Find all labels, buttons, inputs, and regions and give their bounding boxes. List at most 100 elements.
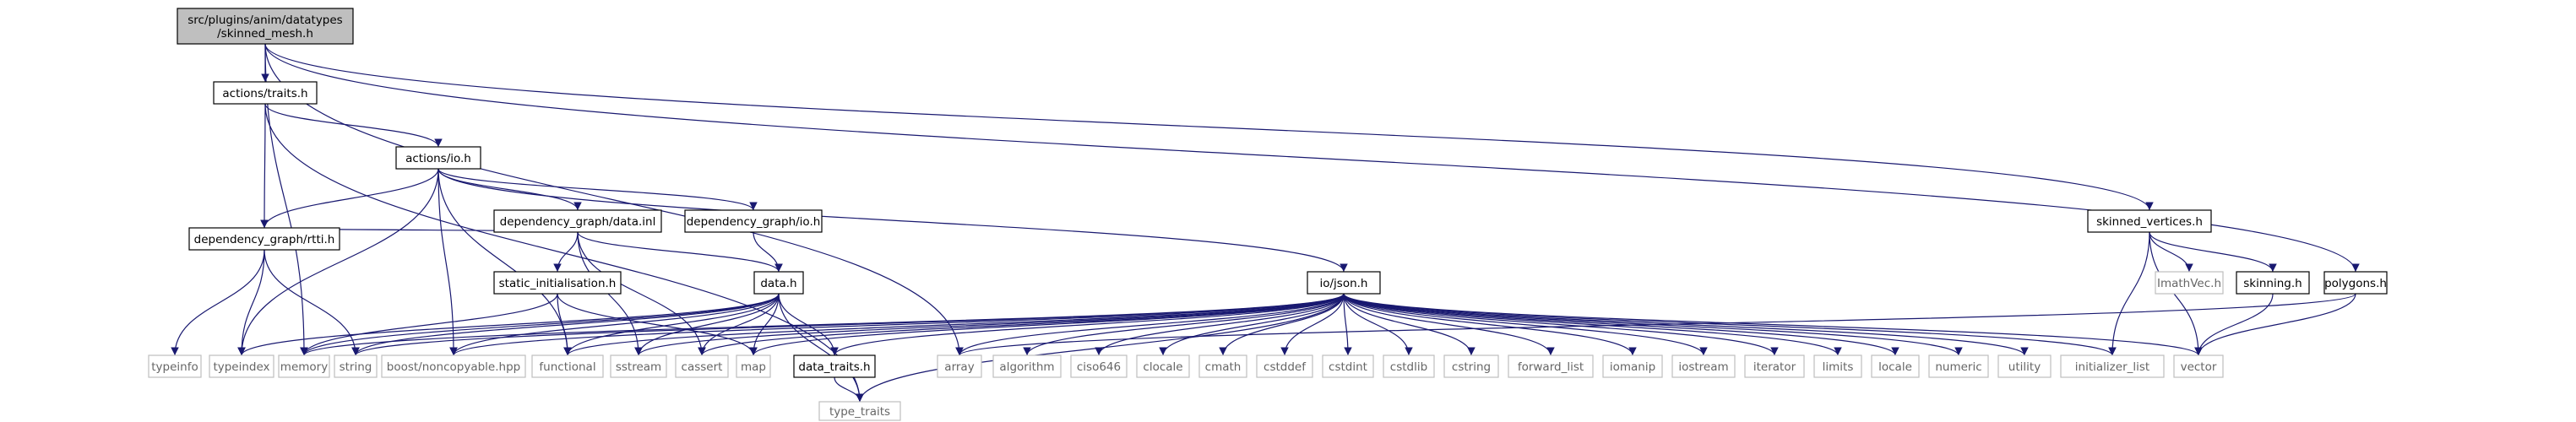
edge-io_json-to-clocale bbox=[1159, 293, 1345, 356]
node-box bbox=[2060, 354, 2165, 378]
node-label: map bbox=[741, 360, 766, 374]
node-box bbox=[736, 354, 771, 378]
node-label: initializer_list bbox=[2075, 360, 2149, 374]
edge-io_json-to-ciso646 bbox=[1095, 293, 1345, 356]
node-dg-io[interactable]: dependency_graph/io.h bbox=[684, 209, 823, 233]
node-cstring: cstring bbox=[1443, 354, 1499, 378]
node-label: iterator bbox=[1753, 360, 1796, 374]
node-clocale: clocale bbox=[1136, 354, 1190, 378]
edge-layer bbox=[171, 43, 2360, 403]
edge-actions_io-to-dg_data_inl bbox=[437, 168, 582, 211]
node-box bbox=[278, 354, 330, 378]
node-box bbox=[2087, 209, 2212, 233]
edge-dg_data_inl-to-cassert bbox=[577, 231, 706, 356]
node-box bbox=[1443, 354, 1499, 378]
node-box bbox=[148, 354, 202, 378]
node-root[interactable]: src/plugins/anim/datatypes/skinned_mesh.… bbox=[177, 8, 354, 45]
node-label: functional bbox=[539, 360, 595, 374]
edge-actions_traits-to-dg_rtti bbox=[260, 103, 269, 229]
node-actions-traits[interactable]: actions/traits.h bbox=[213, 81, 318, 105]
edge-data_h-to-cassert bbox=[698, 293, 780, 356]
node-typeindex: typeindex bbox=[209, 354, 274, 378]
edge-data_h-to-memory bbox=[300, 293, 780, 356]
node-actions-io[interactable]: actions/io.h bbox=[395, 146, 481, 170]
node-dg-data-inl[interactable]: dependency_graph/data.inl bbox=[493, 209, 662, 233]
node-box bbox=[213, 81, 318, 105]
node-label: data.h bbox=[760, 277, 796, 290]
node-box bbox=[684, 209, 823, 233]
node-limits: limits bbox=[1813, 354, 1862, 378]
edge-polygons-to-array bbox=[955, 293, 2356, 356]
node-static-init[interactable]: static_initialisation.h bbox=[493, 271, 622, 295]
node-label: src/plugins/anim/datatypes bbox=[187, 14, 342, 27]
node-typeinfo: typeinfo bbox=[148, 354, 202, 378]
node-label: cstdlib bbox=[1390, 360, 1427, 374]
node-locale: locale bbox=[1871, 354, 1920, 378]
edge-skinning-to-vector bbox=[2194, 293, 2274, 356]
node-skinned-vertices[interactable]: skinned_vertices.h bbox=[2087, 209, 2212, 233]
node-box bbox=[334, 354, 378, 378]
node-label: actions/traits.h bbox=[222, 87, 307, 100]
node-iterator: iterator bbox=[1744, 354, 1805, 378]
node-data-h[interactable]: data.h bbox=[753, 271, 804, 295]
node-functional: functional bbox=[531, 354, 604, 378]
node-box bbox=[493, 209, 662, 233]
node-initializer-list: initializer_list bbox=[2060, 354, 2165, 378]
node-boost: boost/noncopyable.hpp bbox=[381, 354, 526, 378]
node-label: boost/noncopyable.hpp bbox=[387, 360, 520, 374]
node-polygons[interactable]: polygons.h bbox=[2323, 271, 2388, 295]
node-label: iostream bbox=[1678, 360, 1728, 374]
node-label: iomanip bbox=[1610, 360, 1655, 374]
node-iostream: iostream bbox=[1671, 354, 1736, 378]
node-label: cstddef bbox=[1264, 360, 1307, 374]
node-cstddef: cstddef bbox=[1256, 354, 1313, 378]
node-box bbox=[2236, 271, 2310, 295]
node-iomanip: iomanip bbox=[1602, 354, 1663, 378]
edge-io_json-to-functional bbox=[563, 293, 1345, 356]
edge-actions_io-to-typeindex bbox=[237, 168, 439, 356]
edge-io_json-to-type_traits bbox=[856, 293, 1345, 403]
edge-io_json-to-iterator bbox=[1343, 293, 1779, 356]
edge-dg_rtti-to-typeindex bbox=[237, 249, 265, 356]
edge-actions_traits-to-actions_io bbox=[264, 103, 443, 148]
node-box bbox=[1871, 354, 1920, 378]
node-skinning[interactable]: skinning.h bbox=[2236, 271, 2310, 295]
node-label: type_traits bbox=[829, 405, 890, 419]
node-label: skinning.h bbox=[2243, 277, 2302, 290]
node-box bbox=[493, 271, 622, 295]
node-label: actions/io.h bbox=[405, 152, 471, 165]
node-label: forward_list bbox=[1518, 360, 1584, 374]
edge-io_json-to-vector bbox=[1343, 293, 2203, 356]
edge-io_json-to-limits bbox=[1343, 293, 1842, 356]
node-ciso646: ciso646 bbox=[1070, 354, 1128, 378]
node-box bbox=[381, 354, 526, 378]
node-box bbox=[188, 227, 340, 251]
node-box bbox=[1508, 354, 1594, 378]
node-box bbox=[1383, 354, 1435, 378]
node-box bbox=[1307, 271, 1381, 295]
node-box bbox=[1136, 354, 1190, 378]
node-label: io/json.h bbox=[1319, 277, 1367, 290]
edge-dg_data_inl-to-static_init bbox=[553, 231, 579, 273]
edge-io_json-to-utility bbox=[1343, 293, 2029, 356]
node-dg-rtti[interactable]: dependency_graph/rtti.h bbox=[188, 227, 340, 251]
edge-dg_io-to-data_h bbox=[753, 231, 783, 273]
edge-skinned_vertices-to-skinning bbox=[2149, 231, 2277, 273]
edge-data_h-to-sstream bbox=[634, 293, 780, 356]
node-label: data_traits.h bbox=[798, 360, 870, 374]
node-cmath: cmath bbox=[1198, 354, 1247, 378]
node-data-traits[interactable]: data_traits.h bbox=[793, 354, 876, 378]
node-label: utility bbox=[2008, 360, 2041, 374]
node-io-json[interactable]: io/json.h bbox=[1307, 271, 1381, 295]
edge-root-to-polygons bbox=[264, 43, 2360, 273]
node-label: limits bbox=[1823, 360, 1854, 374]
edge-actions_io-to-functional bbox=[437, 168, 572, 356]
node-utility: utility bbox=[1997, 354, 2052, 378]
node-box bbox=[1198, 354, 1247, 378]
edge-actions_io-to-boost bbox=[437, 168, 458, 356]
node-label: cstring bbox=[1452, 360, 1491, 374]
node-label: string bbox=[340, 360, 372, 374]
node-box bbox=[1602, 354, 1663, 378]
node-memory: memory bbox=[278, 354, 330, 378]
node-box bbox=[818, 401, 901, 421]
